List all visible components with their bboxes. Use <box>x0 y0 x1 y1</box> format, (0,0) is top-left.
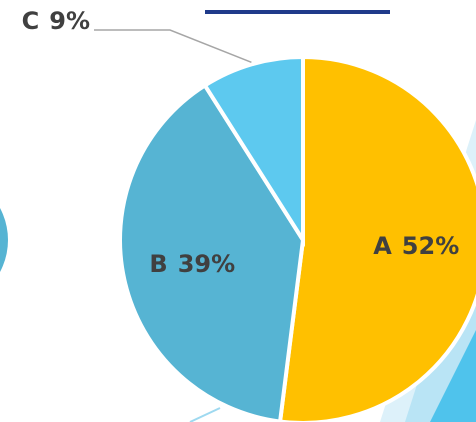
category-label: A <box>373 232 392 260</box>
value-label: 9% <box>49 7 90 35</box>
pie-slice <box>277 54 476 422</box>
category-label: C <box>22 7 40 35</box>
data-label: B 39% <box>149 250 235 278</box>
data-label: A 52% <box>373 232 459 260</box>
pie-slice <box>202 54 305 247</box>
data-label: C 9% <box>22 7 90 35</box>
leader-line <box>94 29 252 64</box>
value-label: 52% <box>402 232 459 260</box>
category-label: B <box>149 250 167 278</box>
value-label: 39% <box>178 250 235 278</box>
